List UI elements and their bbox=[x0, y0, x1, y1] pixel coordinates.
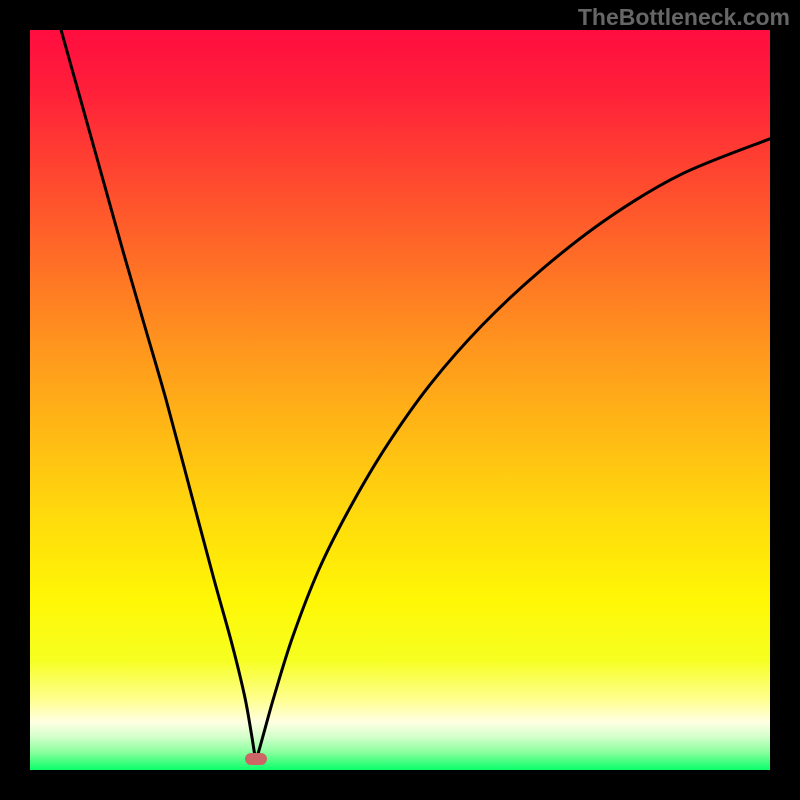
plot-area bbox=[30, 30, 770, 770]
watermark-text: TheBottleneck.com bbox=[578, 4, 790, 31]
minimum-marker bbox=[245, 753, 267, 765]
gradient-background bbox=[30, 30, 770, 770]
chart-container: TheBottleneck.com bbox=[0, 0, 800, 800]
chart-svg bbox=[30, 30, 770, 770]
